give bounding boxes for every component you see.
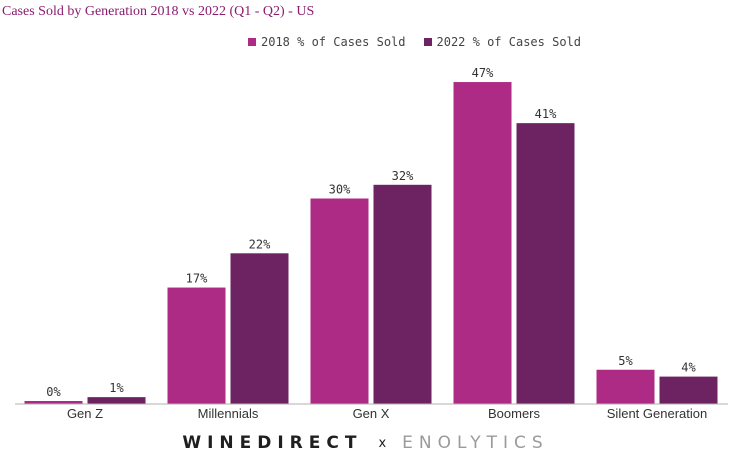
bar-2022-millennials [230,253,289,404]
legend: 2018 % of Cases Sold 2022 % of Cases Sol… [248,34,581,50]
legend-item-2022: 2022 % of Cases Sold [423,35,582,49]
data-label-2018-silent-generation: 5% [618,354,633,368]
legend-swatch-2018 [248,38,256,46]
bar-2022-boomers [516,123,575,405]
footer-brand: WINEDIRECT x ENOLYTICS [0,432,731,454]
x-tick-label-gen-x: Gen X [353,406,390,421]
data-label-2018-gen-x: 30% [329,183,351,197]
legend-label-2022: 2022 % of Cases Sold [436,35,582,49]
data-label-2018-boomers: 47% [472,66,494,80]
bar-2022-silent-generation [659,376,718,404]
enolytics-logo: ENOLYTICS [402,433,549,453]
bar-2022-gen-x [373,184,432,404]
bar-2018-gen-z [24,401,83,404]
x-tick-label-millennials: Millennials [198,406,259,421]
bar-2018-silent-generation [596,369,655,404]
x-tick-label-silent-generation: Silent Generation [607,406,707,421]
bar-2018-gen-x [310,198,369,404]
chart-title: Cases Sold by Generation 2018 vs 2022 (Q… [2,4,315,19]
data-label-2022-silent-generation: 4% [681,361,696,375]
data-label-2022-gen-x: 32% [392,169,414,183]
legend-swatch-2022 [423,38,432,46]
legend-item-2018: 2018 % of Cases Sold [248,35,406,49]
data-label-2018-millennials: 17% [186,272,208,286]
data-label-2022-gen-z: 1% [109,381,124,395]
winedirect-logo: WINEDIRECT [182,433,363,453]
data-label-2018-gen-z: 0% [46,385,61,399]
x-tick-label-gen-z: Gen Z [67,406,103,421]
legend-label-2018: 2018 % of Cases Sold [261,35,406,49]
x-tick-label-boomers: Boomers [488,406,541,421]
brand-separator: x [378,435,387,451]
data-label-2022-boomers: 41% [535,107,557,121]
data-label-2022-millennials: 22% [249,237,271,251]
bar-2018-millennials [167,287,226,404]
bar-2018-boomers [453,82,512,405]
bar-2022-gen-z [87,397,146,404]
